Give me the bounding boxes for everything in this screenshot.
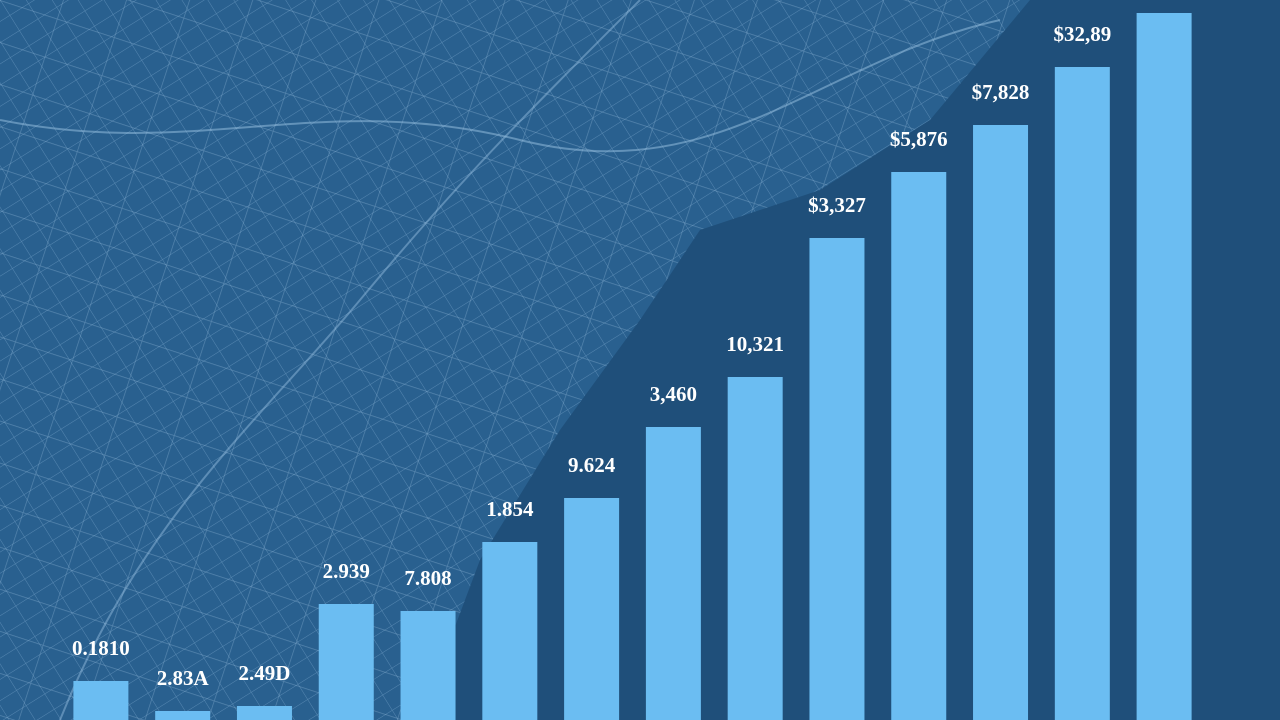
bar xyxy=(236,706,292,720)
bar xyxy=(1136,13,1192,720)
map-river xyxy=(0,19,1001,153)
value-label: 7.808 xyxy=(404,566,451,590)
value-label: 1.854 xyxy=(486,497,534,521)
value-label: $3,327 xyxy=(808,193,866,217)
value-label: 3,460 xyxy=(650,382,697,406)
value-label: 2.939 xyxy=(323,559,370,583)
value-label: $32,89 xyxy=(1053,22,1111,46)
value-label: 9.624 xyxy=(568,453,616,477)
plot-area: 0.1810 2.83A 2.49D 2.939 7.808 1.854 9.624 3,46… xyxy=(72,13,1192,720)
bar xyxy=(891,172,947,720)
value-label: $5,876 xyxy=(890,127,948,151)
bar xyxy=(482,542,538,720)
map-highway xyxy=(59,0,641,720)
bar xyxy=(564,498,620,720)
value-label: 2.49D xyxy=(239,661,291,685)
bar xyxy=(155,711,211,720)
value-label: $7,828 xyxy=(972,80,1030,104)
value-label: 2.83A xyxy=(157,666,210,690)
bar xyxy=(73,681,129,720)
bar xyxy=(809,238,865,720)
bar xyxy=(400,611,456,720)
bar xyxy=(973,125,1029,720)
value-label: 10,321 xyxy=(726,332,784,356)
value-label: 0.1810 xyxy=(72,636,130,660)
map-roads xyxy=(0,0,1030,720)
bar xyxy=(645,427,701,720)
bar xyxy=(727,377,783,720)
bar xyxy=(1054,67,1110,720)
bar xyxy=(318,604,374,720)
